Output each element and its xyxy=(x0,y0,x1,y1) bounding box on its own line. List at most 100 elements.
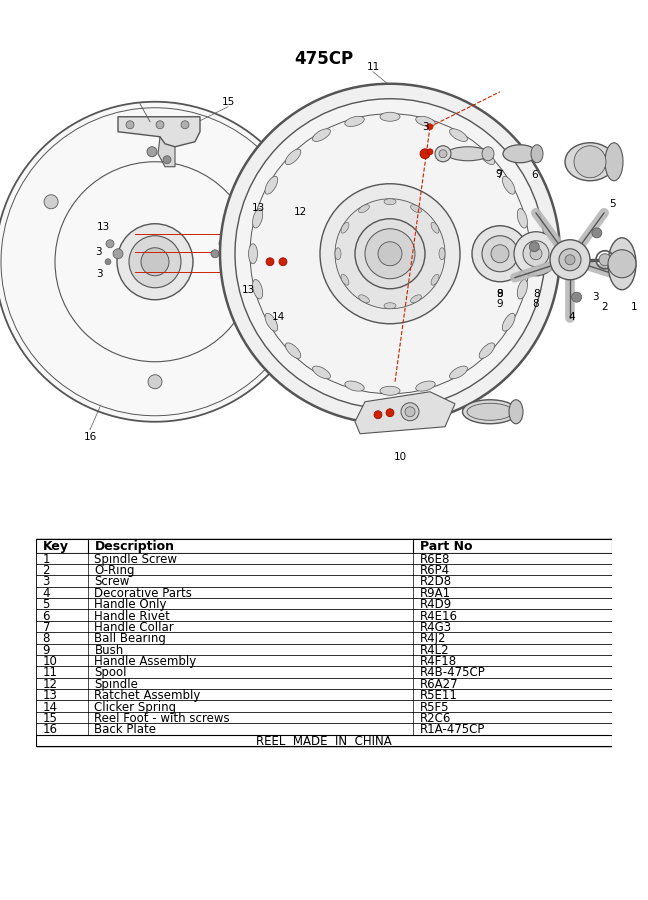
Ellipse shape xyxy=(380,112,400,122)
Bar xyxy=(36,564,612,575)
Ellipse shape xyxy=(463,400,518,424)
Circle shape xyxy=(0,102,315,422)
Circle shape xyxy=(514,231,558,275)
Text: 13: 13 xyxy=(251,202,264,212)
Text: 3: 3 xyxy=(422,122,428,131)
Text: Screw: Screw xyxy=(95,575,130,589)
Circle shape xyxy=(220,84,560,424)
Bar xyxy=(36,621,612,632)
Ellipse shape xyxy=(265,313,278,331)
Text: Ball Bearing: Ball Bearing xyxy=(95,633,167,645)
Circle shape xyxy=(266,257,274,266)
Text: 9: 9 xyxy=(496,289,503,299)
Ellipse shape xyxy=(265,253,325,266)
Circle shape xyxy=(491,245,509,263)
Ellipse shape xyxy=(503,145,537,163)
Circle shape xyxy=(420,148,430,158)
Text: 12: 12 xyxy=(294,207,307,217)
Ellipse shape xyxy=(335,248,341,260)
Text: R6P4: R6P4 xyxy=(421,564,450,577)
Polygon shape xyxy=(280,284,316,307)
Text: Part No: Part No xyxy=(421,540,473,554)
Circle shape xyxy=(181,121,189,129)
Circle shape xyxy=(279,257,287,266)
Circle shape xyxy=(269,248,287,266)
Text: 9: 9 xyxy=(43,644,50,657)
Circle shape xyxy=(117,224,193,300)
Ellipse shape xyxy=(450,129,467,141)
Text: Handle Rivet: Handle Rivet xyxy=(95,609,170,623)
Circle shape xyxy=(523,240,549,266)
Bar xyxy=(36,598,612,609)
Text: 3: 3 xyxy=(96,269,102,279)
Text: R4E16: R4E16 xyxy=(421,609,458,623)
Ellipse shape xyxy=(467,403,513,420)
Text: 8: 8 xyxy=(43,633,50,645)
Text: 9: 9 xyxy=(496,299,503,309)
Circle shape xyxy=(427,148,433,155)
Text: 11: 11 xyxy=(366,62,380,72)
Text: 3: 3 xyxy=(592,292,598,302)
Circle shape xyxy=(386,409,394,417)
Circle shape xyxy=(113,248,123,259)
Ellipse shape xyxy=(531,145,543,163)
Circle shape xyxy=(472,226,528,282)
Text: 15: 15 xyxy=(43,712,58,724)
Circle shape xyxy=(335,199,445,309)
Ellipse shape xyxy=(509,400,523,424)
Text: REEL  MADE  IN  CHINA: REEL MADE IN CHINA xyxy=(256,734,392,748)
Circle shape xyxy=(355,219,425,289)
Ellipse shape xyxy=(345,381,364,392)
Circle shape xyxy=(574,146,606,178)
Text: Spindle Screw: Spindle Screw xyxy=(95,553,178,566)
Circle shape xyxy=(129,236,181,288)
Ellipse shape xyxy=(416,116,435,127)
Text: 4: 4 xyxy=(43,587,50,599)
Ellipse shape xyxy=(411,204,421,212)
Ellipse shape xyxy=(439,248,445,260)
Circle shape xyxy=(219,238,231,249)
Ellipse shape xyxy=(270,255,320,265)
Circle shape xyxy=(148,374,162,389)
Bar xyxy=(36,666,612,678)
Ellipse shape xyxy=(416,381,435,392)
Text: 10: 10 xyxy=(43,655,58,668)
Text: R4D9: R4D9 xyxy=(421,598,452,611)
Circle shape xyxy=(156,121,164,129)
Text: Reel Foot - with screws: Reel Foot - with screws xyxy=(95,712,230,724)
Ellipse shape xyxy=(517,280,527,299)
Circle shape xyxy=(105,259,111,265)
Polygon shape xyxy=(262,282,308,300)
Text: 8: 8 xyxy=(534,289,540,299)
Bar xyxy=(36,655,612,666)
Text: 3: 3 xyxy=(95,247,101,256)
Text: R4B-475CP: R4B-475CP xyxy=(421,666,486,680)
Bar xyxy=(36,539,612,553)
Circle shape xyxy=(147,147,157,157)
Bar xyxy=(36,632,612,644)
Text: 14: 14 xyxy=(272,311,284,322)
Bar xyxy=(36,644,612,655)
Polygon shape xyxy=(158,137,175,166)
Bar xyxy=(36,700,612,712)
Bar xyxy=(36,724,612,734)
Text: R4F18: R4F18 xyxy=(421,655,457,668)
Ellipse shape xyxy=(565,143,615,181)
Circle shape xyxy=(163,156,171,164)
Text: Bush: Bush xyxy=(95,644,124,657)
Text: Handle Only: Handle Only xyxy=(95,598,167,611)
Ellipse shape xyxy=(608,238,636,290)
Text: 9: 9 xyxy=(496,169,502,179)
Ellipse shape xyxy=(285,343,301,358)
Ellipse shape xyxy=(479,149,494,165)
Bar xyxy=(36,689,612,700)
Polygon shape xyxy=(118,117,200,147)
Text: 5: 5 xyxy=(43,598,50,611)
Text: Ratchet Assembly: Ratchet Assembly xyxy=(95,689,201,702)
Text: 1: 1 xyxy=(631,302,638,311)
Text: 13: 13 xyxy=(97,221,110,231)
Text: 1: 1 xyxy=(43,553,50,566)
Text: Handle Collar: Handle Collar xyxy=(95,621,174,634)
Text: 12: 12 xyxy=(43,678,58,691)
Ellipse shape xyxy=(522,244,531,264)
